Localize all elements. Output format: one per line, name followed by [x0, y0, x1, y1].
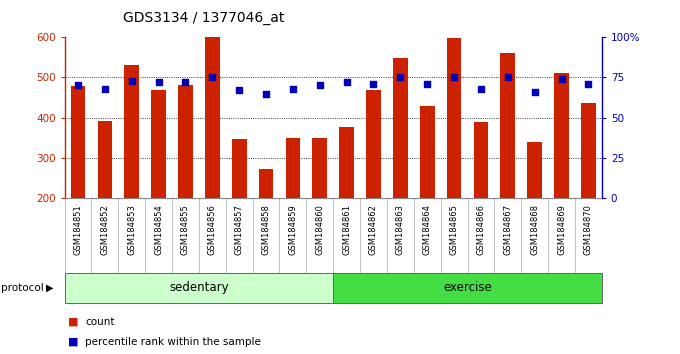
Text: GSM184864: GSM184864 [423, 204, 432, 255]
Point [153, 79, 164, 85]
Text: GDS3134 / 1377046_at: GDS3134 / 1377046_at [123, 11, 285, 25]
Text: GSM184863: GSM184863 [396, 204, 405, 255]
Text: GSM184870: GSM184870 [584, 204, 593, 255]
Point [314, 82, 325, 88]
Text: protocol: protocol [1, 282, 44, 293]
Bar [286, 138, 301, 198]
Bar [527, 142, 542, 198]
Text: sedentary: sedentary [169, 281, 228, 294]
Point [73, 82, 84, 88]
Bar [258, 169, 273, 198]
Bar [232, 139, 247, 198]
Text: GSM184853: GSM184853 [127, 204, 136, 255]
Point [422, 81, 432, 87]
Bar [554, 73, 569, 198]
Text: GSM184856: GSM184856 [208, 204, 217, 255]
Bar [339, 127, 354, 198]
Text: count: count [85, 317, 114, 327]
Text: ▶: ▶ [46, 282, 54, 293]
Bar [473, 122, 488, 198]
Bar [71, 86, 86, 198]
Bar [124, 65, 139, 198]
Bar [333, 273, 602, 303]
Text: GSM184868: GSM184868 [530, 204, 539, 255]
Bar [500, 53, 515, 198]
Point [288, 86, 299, 92]
Bar [205, 37, 220, 198]
Text: GSM184862: GSM184862 [369, 204, 378, 255]
Text: GSM184852: GSM184852 [101, 204, 109, 255]
Point [207, 75, 218, 80]
Point [395, 75, 406, 80]
Bar [151, 90, 166, 198]
Text: GSM184859: GSM184859 [288, 204, 297, 255]
Bar [312, 138, 327, 198]
Point [583, 81, 594, 87]
Bar [65, 273, 333, 303]
Text: GSM184860: GSM184860 [316, 204, 324, 255]
Point [556, 76, 567, 82]
Point [234, 87, 245, 93]
Point [260, 91, 271, 96]
Text: ■: ■ [68, 337, 78, 347]
Bar [447, 38, 462, 198]
Point [529, 89, 540, 95]
Text: GSM184867: GSM184867 [503, 204, 512, 255]
Point [180, 79, 191, 85]
Point [126, 78, 137, 84]
Point [503, 75, 513, 80]
Text: GSM184857: GSM184857 [235, 204, 243, 255]
Point [341, 79, 352, 85]
Bar [97, 121, 112, 198]
Point [449, 75, 460, 80]
Text: GSM184869: GSM184869 [557, 204, 566, 255]
Bar [420, 107, 435, 198]
Text: ■: ■ [68, 317, 78, 327]
Text: percentile rank within the sample: percentile rank within the sample [85, 337, 261, 347]
Point [99, 86, 110, 92]
Bar [178, 85, 193, 198]
Text: GSM184855: GSM184855 [181, 204, 190, 255]
Text: GSM184866: GSM184866 [477, 204, 486, 255]
Text: GSM184854: GSM184854 [154, 204, 163, 255]
Text: exercise: exercise [443, 281, 492, 294]
Bar [366, 90, 381, 198]
Bar [581, 103, 596, 198]
Text: GSM184865: GSM184865 [449, 204, 458, 255]
Text: GSM184858: GSM184858 [262, 204, 271, 255]
Point [368, 81, 379, 87]
Point [475, 86, 486, 92]
Text: GSM184851: GSM184851 [73, 204, 82, 255]
Bar [393, 58, 408, 198]
Text: GSM184861: GSM184861 [342, 204, 351, 255]
